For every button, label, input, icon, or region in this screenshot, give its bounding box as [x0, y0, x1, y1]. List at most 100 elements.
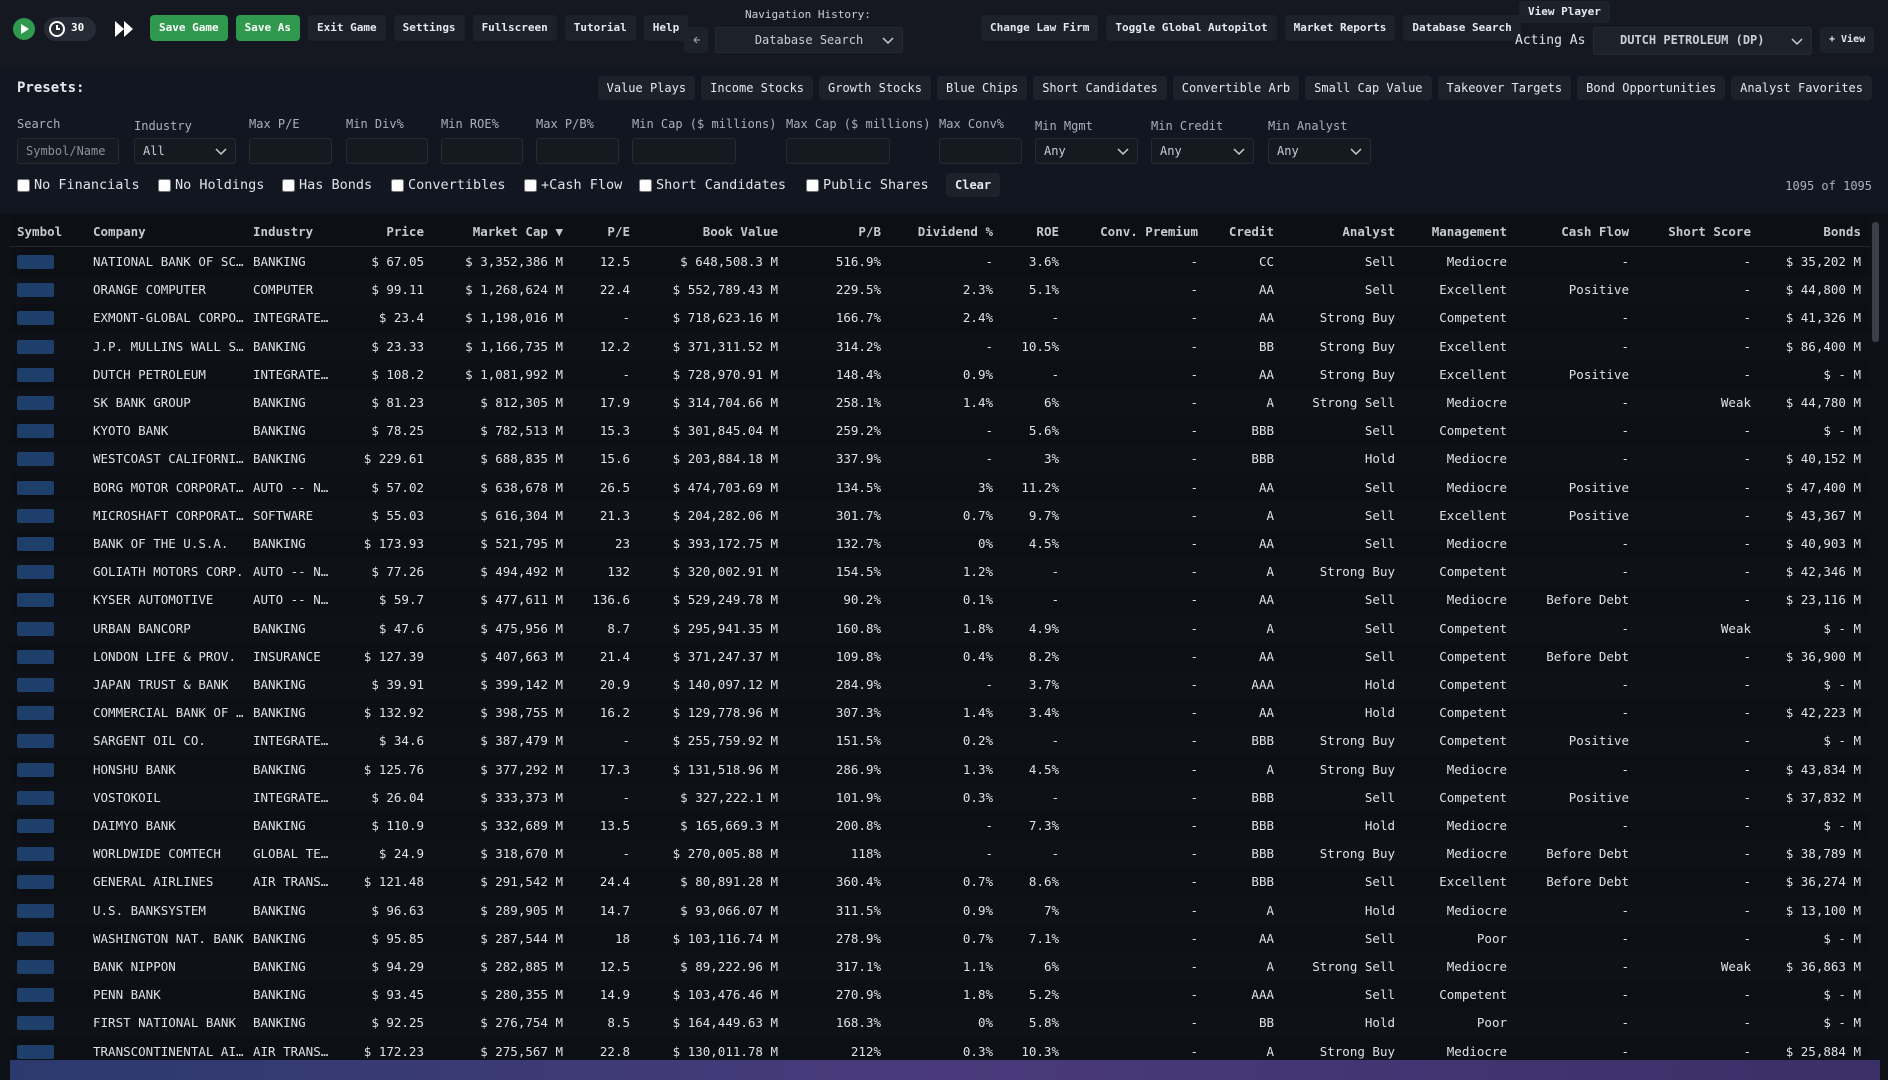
table-row[interactable] — [10, 953, 1870, 981]
preset-button[interactable]: Short Candidates — [1033, 76, 1167, 100]
table-row[interactable] — [10, 417, 1870, 446]
table-row[interactable] — [10, 812, 1870, 840]
game-button[interactable]: Settings — [393, 15, 465, 41]
filter-input[interactable] — [939, 138, 1022, 164]
preset-button[interactable]: Income Stocks — [701, 76, 814, 100]
game-button[interactable]: Fullscreen — [472, 15, 557, 41]
action-button[interactable]: Database Search — [1403, 15, 1521, 41]
game-button[interactable]: Exit Game — [307, 15, 386, 41]
symbol-badge[interactable] — [17, 819, 54, 833]
symbol-badge[interactable] — [17, 762, 54, 777]
symbol-badge[interactable] — [17, 678, 54, 692]
filter-input[interactable] — [536, 138, 619, 164]
column-header[interactable]: Analyst — [1342, 224, 1395, 239]
symbol-badge[interactable] — [17, 790, 54, 805]
column-header[interactable]: Price — [386, 224, 424, 239]
action-button[interactable]: Market Reports — [1284, 15, 1396, 41]
symbol-badge[interactable] — [17, 1016, 54, 1031]
column-header[interactable]: P/E — [607, 224, 630, 239]
symbol-badge[interactable] — [17, 255, 54, 269]
preset-button[interactable]: Takeover Targets — [1437, 76, 1572, 100]
table-row[interactable] — [10, 783, 1870, 812]
table-row[interactable] — [10, 699, 1870, 728]
symbol-badge[interactable] — [17, 396, 54, 410]
filter-input[interactable] — [441, 138, 523, 164]
checkbox-input[interactable] — [282, 178, 295, 192]
symbol-badge[interactable] — [17, 1044, 54, 1059]
symbol-badge[interactable] — [17, 367, 54, 382]
preset-button[interactable]: Value Plays — [597, 76, 696, 100]
symbol-badge[interactable] — [17, 988, 54, 1003]
filter-select[interactable]: Any — [1268, 138, 1371, 164]
preset-button[interactable]: Blue Chips — [936, 76, 1028, 100]
column-header[interactable]: Industry — [253, 224, 314, 239]
column-header[interactable]: Credit — [1228, 224, 1274, 239]
preset-button[interactable]: Growth Stocks — [819, 76, 931, 100]
play-button[interactable] — [12, 17, 36, 41]
symbol-badge[interactable] — [17, 706, 54, 721]
table-row[interactable] — [10, 332, 1870, 361]
game-button[interactable]: Save As — [235, 15, 300, 41]
symbol-badge[interactable] — [17, 931, 54, 946]
checkbox-input[interactable] — [391, 178, 404, 192]
preset-button[interactable]: Analyst Favorites — [1731, 76, 1872, 100]
filter-input[interactable]: Symbol/Name — [17, 138, 119, 164]
acting-as-select[interactable]: DUTCH PETROLEUM (DP) — [1593, 27, 1812, 55]
filter-input[interactable] — [249, 138, 332, 164]
checkbox[interactable]: No Holdings — [158, 177, 264, 193]
table-row[interactable] — [10, 642, 1870, 671]
column-header[interactable]: ROE — [1036, 224, 1059, 239]
preset-button[interactable]: Small Cap Value — [1305, 76, 1432, 100]
clear-button[interactable]: Clear — [946, 173, 1001, 197]
fast-forward[interactable] — [113, 19, 135, 39]
scrollbar[interactable] — [1872, 222, 1879, 342]
nav-back[interactable] — [684, 27, 708, 53]
symbol-badge[interactable] — [17, 734, 54, 749]
symbol-badge[interactable] — [17, 621, 54, 636]
symbol-badge[interactable] — [17, 452, 54, 467]
checkbox[interactable]: Public Shares — [806, 177, 929, 193]
checkbox[interactable]: +Cash Flow — [524, 177, 622, 193]
table-row[interactable] — [10, 727, 1870, 756]
symbol-badge[interactable] — [17, 875, 54, 890]
checkbox-input[interactable] — [17, 178, 30, 192]
filter-select[interactable]: Any — [1035, 138, 1138, 164]
table-row[interactable] — [10, 389, 1870, 417]
table-row[interactable] — [10, 445, 1870, 474]
checkbox-input[interactable] — [806, 178, 819, 192]
preset-button[interactable]: Bond Opportunities — [1577, 76, 1726, 100]
table-row[interactable] — [10, 304, 1870, 333]
column-header[interactable]: Market Cap ▼ — [472, 224, 563, 239]
checkbox-input[interactable] — [158, 178, 171, 192]
filter-input[interactable] — [786, 138, 890, 164]
checkbox[interactable]: Convertibles — [391, 177, 506, 193]
column-header[interactable]: Company — [93, 224, 146, 239]
table-row[interactable] — [10, 248, 1870, 276]
symbol-badge[interactable] — [17, 424, 54, 439]
symbol-badge[interactable] — [17, 339, 54, 354]
table-row[interactable] — [10, 981, 1870, 1010]
symbol-badge[interactable] — [17, 480, 54, 495]
game-button[interactable]: Save Game — [150, 15, 228, 41]
table-row[interactable] — [10, 530, 1870, 558]
table-row[interactable] — [10, 840, 1870, 869]
symbol-badge[interactable] — [17, 593, 54, 608]
column-header[interactable]: Dividend % — [917, 224, 993, 239]
table-row[interactable] — [10, 755, 1870, 784]
symbol-badge[interactable] — [17, 508, 54, 523]
game-button[interactable]: Tutorial — [564, 15, 636, 41]
action-button[interactable]: Toggle Global Autopilot — [1106, 15, 1277, 41]
table-row[interactable] — [10, 671, 1870, 699]
nav-select[interactable]: Database Search — [715, 27, 903, 53]
column-header[interactable]: Book Value — [702, 224, 778, 239]
filter-select[interactable]: Any — [1151, 138, 1254, 164]
view-player[interactable]: View Player — [1519, 1, 1610, 23]
symbol-badge[interactable] — [17, 537, 54, 551]
speed-control[interactable]: 30 — [44, 17, 96, 41]
view-button[interactable]: + View — [1820, 27, 1875, 53]
column-header[interactable]: Short Score — [1668, 224, 1751, 239]
column-header[interactable]: P/B — [858, 224, 881, 239]
table-row[interactable] — [10, 586, 1870, 615]
checkbox-input[interactable] — [524, 178, 537, 192]
table-row[interactable] — [10, 276, 1870, 305]
